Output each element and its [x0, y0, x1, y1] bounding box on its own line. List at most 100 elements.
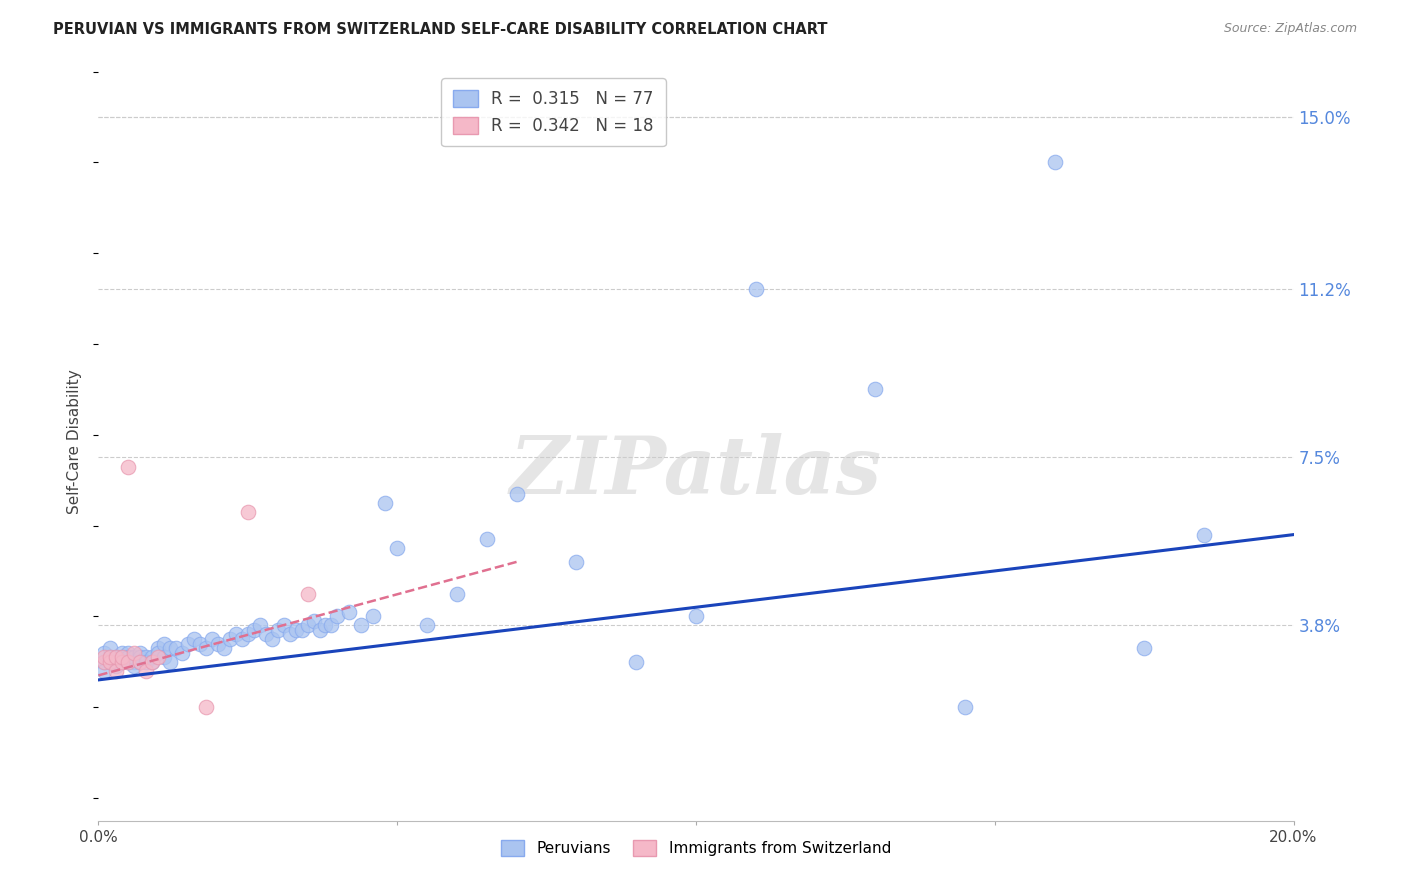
Point [475, 532, 498, 546]
Point [93, 646, 115, 660]
Point [685, 609, 707, 624]
Point [124, 655, 146, 669]
Point [195, 641, 218, 656]
Point [111, 655, 134, 669]
Point [117, 459, 139, 474]
Point [231, 632, 253, 646]
Point [98, 650, 122, 665]
Point [117, 655, 139, 669]
Point [98, 655, 122, 669]
Y-axis label: Self-Care Disability: Self-Care Disability [67, 369, 83, 514]
Text: ZIPatlas: ZIPatlas [510, 434, 882, 510]
Point [105, 659, 128, 673]
Point [98, 650, 122, 665]
Point [865, 382, 887, 396]
Point [1133, 641, 1156, 656]
Point [1043, 155, 1066, 169]
Point [254, 627, 277, 641]
Legend: Peruvians, Immigrants from Switzerland: Peruvians, Immigrants from Switzerland [495, 834, 897, 863]
Point [297, 587, 319, 601]
Point [446, 587, 468, 601]
Point [129, 655, 152, 669]
Point [129, 655, 152, 669]
Point [141, 655, 163, 669]
Point [236, 505, 259, 519]
Point [195, 700, 218, 714]
Point [105, 655, 128, 669]
Point [129, 646, 152, 660]
Point [105, 650, 128, 665]
Point [153, 650, 176, 665]
Point [565, 555, 588, 569]
Point [135, 655, 157, 669]
Point [326, 609, 349, 624]
Text: PERUVIAN VS IMMIGRANTS FROM SWITZERLAND SELF-CARE DISABILITY CORRELATION CHART: PERUVIAN VS IMMIGRANTS FROM SWITZERLAND … [53, 22, 828, 37]
Point [153, 636, 176, 650]
Point [105, 664, 128, 678]
Point [315, 618, 337, 632]
Point [117, 655, 139, 669]
Point [374, 496, 396, 510]
Point [111, 655, 134, 669]
Point [363, 609, 385, 624]
Point [339, 605, 361, 619]
Point [117, 650, 139, 665]
Point [148, 641, 170, 656]
Point [105, 650, 128, 665]
Point [159, 655, 181, 669]
Point [141, 650, 163, 665]
Point [745, 282, 768, 296]
Point [93, 655, 115, 669]
Point [111, 646, 134, 660]
Point [385, 541, 409, 556]
Text: Source: ZipAtlas.com: Source: ZipAtlas.com [1223, 22, 1357, 36]
Point [148, 646, 170, 660]
Point [124, 659, 146, 673]
Point [1192, 527, 1215, 541]
Point [129, 650, 152, 665]
Point [260, 632, 283, 646]
Point [98, 655, 122, 669]
Point [278, 627, 301, 641]
Point [284, 623, 307, 637]
Point [291, 623, 314, 637]
Point [267, 623, 290, 637]
Point [219, 632, 242, 646]
Point [416, 618, 439, 632]
Point [135, 650, 157, 665]
Point [308, 623, 330, 637]
Point [159, 641, 181, 656]
Point [135, 664, 157, 678]
Point [506, 487, 529, 501]
Point [212, 641, 235, 656]
Point [111, 650, 134, 665]
Point [297, 618, 319, 632]
Point [93, 664, 115, 678]
Point [207, 636, 229, 650]
Point [93, 655, 115, 669]
Point [626, 655, 648, 669]
Point [302, 614, 325, 628]
Point [141, 655, 163, 669]
Point [188, 636, 211, 650]
Point [225, 627, 247, 641]
Point [148, 650, 170, 665]
Point [201, 632, 224, 646]
Point [321, 618, 343, 632]
Point [243, 623, 266, 637]
Point [273, 618, 295, 632]
Point [177, 636, 200, 650]
Point [98, 641, 122, 656]
Point [124, 646, 146, 660]
Point [124, 650, 146, 665]
Point [350, 618, 373, 632]
Point [93, 650, 115, 665]
Point [953, 700, 976, 714]
Point [165, 641, 187, 656]
Point [172, 646, 194, 660]
Point [249, 618, 271, 632]
Point [111, 650, 134, 665]
Point [236, 627, 259, 641]
Point [117, 646, 139, 660]
Point [183, 632, 205, 646]
